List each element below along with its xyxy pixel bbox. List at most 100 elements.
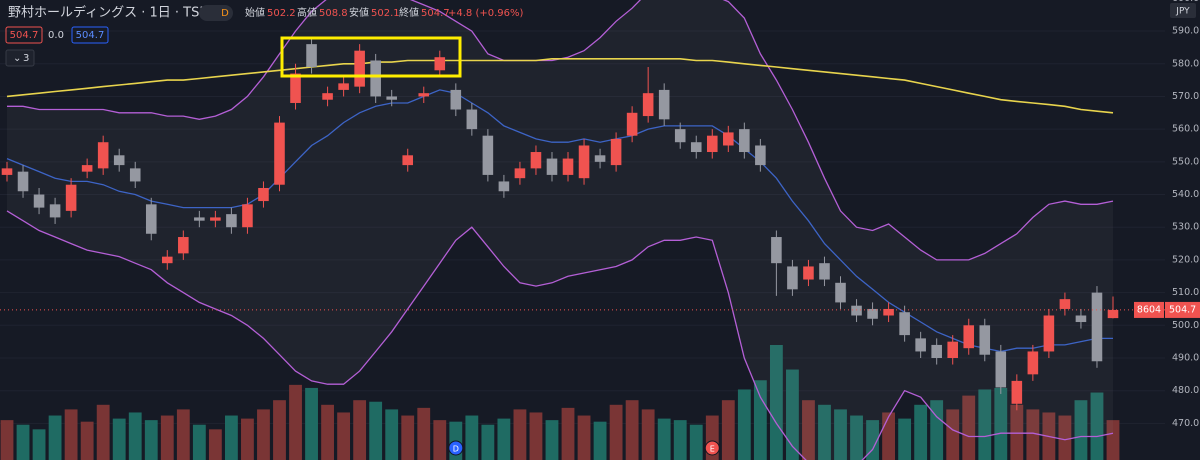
volume-bar (257, 409, 270, 460)
chevron: ⌄ (13, 53, 21, 64)
y-tick-label: 470.0 (1172, 418, 1199, 429)
candle-body (226, 214, 237, 228)
candle-body (354, 50, 365, 87)
axis-labels: 470.0 480.0 490.0 500.0 510.0 520.0 530.0 540.0… (1134, 0, 1200, 429)
y-tick-label: 490.0 (1172, 352, 1199, 363)
candle-body (963, 325, 975, 349)
candle-body (162, 256, 173, 264)
event-badge (704, 440, 720, 456)
volume-bar (753, 380, 767, 460)
bid: 504.7 (10, 30, 39, 41)
candle-body (81, 165, 93, 172)
candle-body (530, 152, 542, 169)
y-tick-label: 560.0 (1172, 124, 1199, 135)
volume-bar (369, 401, 383, 460)
event-label: D (453, 445, 459, 454)
candle-body (1059, 299, 1071, 309)
volume-bar (96, 404, 110, 460)
volume-bar (1010, 404, 1024, 460)
volume-bar (481, 424, 495, 460)
volume-bar (673, 420, 687, 460)
volume-bar (689, 424, 703, 460)
volume-bar (625, 400, 639, 460)
volume-bar (1106, 420, 1120, 460)
volume-bar (160, 415, 174, 460)
indicator-line (6, 210, 1114, 460)
y-tick-label: 530.0 (1172, 222, 1199, 233)
candle-body (514, 168, 526, 179)
volume-bar (946, 409, 960, 460)
symbol-code: 8604 (1137, 304, 1161, 315)
currency: JPY (1175, 7, 1190, 17)
volume-bar (577, 415, 591, 460)
candle-body (65, 184, 77, 211)
candle-body (883, 308, 894, 316)
volume-bar (112, 418, 126, 460)
ohlc-value: 502.1 (371, 8, 400, 19)
volume-bar (273, 400, 286, 460)
volume-bar (192, 424, 206, 460)
ohlc-value: 508.8 (319, 8, 348, 19)
volume-bar (898, 418, 912, 460)
candle-body (819, 263, 830, 280)
currency-box[interactable] (1170, 3, 1196, 18)
volume-bar (978, 389, 992, 460)
candle-body (322, 93, 333, 100)
y-tick-label: 480.0 (1172, 385, 1199, 396)
header: 野村ホールディングス · 1日 · TSE D 始値 502.2 高値 508.… (5, 3, 1196, 67)
candle-body (690, 142, 702, 153)
indicator-line (6, 58, 1114, 114)
volume-bar (914, 404, 928, 460)
volume-bar (657, 418, 671, 460)
volume-bar (962, 395, 976, 460)
volume-bar (241, 418, 254, 460)
volume-bar (737, 389, 751, 460)
ohlc-value: 504.7 (421, 8, 450, 19)
candle-body (915, 338, 926, 352)
badge-bg (199, 5, 233, 21)
candle-body (242, 204, 253, 228)
candle-body (17, 171, 29, 192)
spread: 0.0 (48, 30, 64, 41)
volume-bar (64, 409, 78, 460)
price-tag (1165, 301, 1200, 318)
candle-body (867, 308, 878, 319)
ohlc-value: 502.2 (267, 8, 296, 19)
event-marker: D (448, 440, 464, 456)
indicators-toggle[interactable] (5, 49, 35, 67)
price-tag-label: 504.7 (1169, 304, 1196, 315)
candle-body (835, 282, 846, 303)
event-badge (448, 440, 464, 456)
volume-bar (16, 424, 30, 460)
candle-body (723, 132, 734, 146)
candle-body (386, 96, 397, 100)
volume-bar (1074, 400, 1088, 460)
candle-body (1, 168, 13, 175)
ohlc-label: 終値 (399, 6, 419, 19)
volume-bar (802, 400, 815, 460)
candle-body (418, 93, 430, 97)
volume-bar (561, 407, 575, 460)
candle-body (979, 325, 991, 355)
highlight-box (280, 36, 462, 78)
y-tick-label: 600.0 (1172, 0, 1199, 4)
candle-body (642, 93, 654, 117)
candle-body (739, 129, 750, 153)
symbol-tag (1134, 301, 1164, 318)
candle-body (450, 89, 462, 110)
candle-body (674, 129, 686, 143)
volume-bar (1058, 415, 1072, 460)
volume-bar (353, 400, 367, 460)
candle-body (178, 237, 189, 254)
symbol-title: 野村ホールディングス · 1日 · TSE (8, 5, 208, 21)
volume-bar (224, 415, 238, 460)
event-label: E (710, 445, 715, 454)
y-tick-label: 570.0 (1172, 91, 1199, 102)
candle-body (49, 204, 61, 218)
candle-body (1011, 380, 1023, 404)
candle-body (1043, 315, 1055, 352)
candle-body (546, 158, 558, 175)
candle-body (851, 305, 862, 316)
